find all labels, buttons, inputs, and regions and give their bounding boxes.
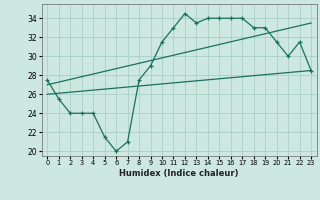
X-axis label: Humidex (Indice chaleur): Humidex (Indice chaleur) (119, 169, 239, 178)
